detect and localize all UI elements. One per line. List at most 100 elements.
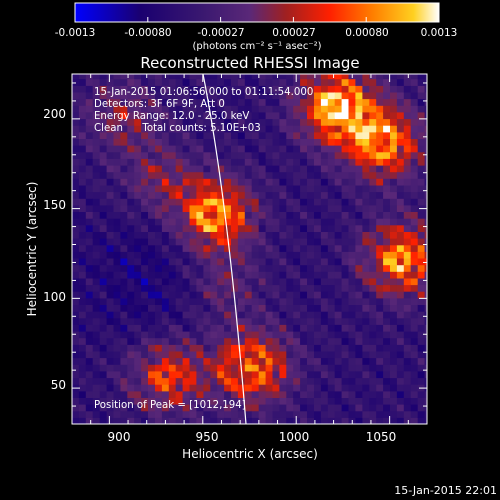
heatmap-cell	[265, 390, 274, 398]
heatmap-cell	[127, 390, 135, 398]
heatmap-cell	[286, 317, 294, 325]
heatmap-cell	[334, 111, 343, 120]
heatmap-cell	[78, 277, 87, 286]
heatmap-cell	[348, 184, 356, 193]
heatmap-cell	[85, 191, 94, 199]
heatmap-cell	[265, 165, 274, 173]
heatmap-cell	[210, 158, 218, 166]
heatmap-cell	[272, 284, 280, 292]
heatmap-cell	[334, 410, 343, 418]
heatmap-cell	[327, 264, 336, 272]
heatmap-cell	[85, 417, 94, 424]
heatmap-cell	[141, 264, 149, 272]
heatmap-cell	[403, 337, 412, 345]
heatmap-cell	[168, 370, 177, 379]
heatmap-cell	[355, 111, 363, 120]
heatmap-cell	[348, 390, 356, 398]
heatmap-cell	[134, 370, 142, 379]
heatmap-cell	[424, 297, 427, 305]
heatmap-cell	[293, 377, 301, 385]
heatmap-cell	[155, 211, 163, 219]
heatmap-cell	[369, 331, 377, 339]
heatmap-cell	[272, 184, 280, 193]
heatmap-cell	[120, 264, 128, 272]
heatmap-cell	[341, 151, 350, 159]
heatmap-cell	[134, 125, 142, 133]
heatmap-cell	[148, 384, 156, 392]
heatmap-cell	[327, 85, 336, 93]
heatmap-cell	[127, 417, 135, 424]
heatmap-cell	[410, 98, 419, 106]
heatmap-cell	[231, 111, 239, 120]
heatmap-cell	[224, 364, 232, 372]
heatmap-cell	[182, 74, 191, 80]
heatmap-cell	[286, 271, 294, 279]
heatmap-cell	[403, 317, 412, 325]
heatmap-cell	[293, 165, 301, 173]
heatmap-cell	[424, 324, 427, 332]
heatmap-cell	[341, 211, 350, 219]
heatmap-cell	[127, 238, 135, 246]
heatmap-cell	[286, 350, 294, 359]
heatmap-cell	[78, 118, 87, 126]
heatmap-cell	[127, 91, 135, 100]
heatmap-cell	[134, 111, 142, 120]
heatmap-cell	[78, 171, 87, 179]
heatmap-cell	[120, 244, 128, 252]
heatmap-cell	[78, 357, 87, 365]
heatmap-cell	[244, 417, 253, 424]
heatmap-cell	[99, 165, 108, 173]
heatmap-cell	[390, 98, 398, 106]
heatmap-cell	[410, 317, 419, 325]
heatmap-cell	[189, 78, 197, 86]
heatmap-cell	[334, 277, 343, 286]
heatmap-cell	[224, 284, 232, 292]
heatmap-cell	[134, 231, 142, 239]
heatmap-cell	[417, 350, 426, 359]
heatmap-cell	[99, 171, 108, 179]
heatmap-cell	[286, 118, 294, 126]
heatmap-cell	[424, 98, 427, 106]
heatmap-cell	[272, 377, 280, 385]
heatmap-cell	[210, 178, 218, 186]
heatmap-cell	[127, 284, 135, 292]
heatmap-cell	[293, 198, 301, 206]
heatmap-cell	[362, 111, 370, 120]
heatmap-cell	[320, 98, 329, 106]
heatmap-cell	[251, 198, 260, 206]
heatmap-cell	[244, 218, 253, 226]
heatmap-cell	[314, 204, 322, 212]
heatmap-cell	[210, 118, 218, 126]
heatmap-cell	[320, 297, 329, 305]
heatmap-cell	[258, 277, 267, 286]
heatmap-cell	[106, 218, 115, 226]
heatmap-cell	[327, 344, 336, 352]
heatmap-cell	[348, 324, 356, 332]
heatmap-cell	[410, 384, 419, 392]
heatmap-cell	[168, 291, 177, 299]
heatmap-cell	[237, 165, 246, 173]
heatmap-cell	[148, 74, 156, 80]
heatmap-cell	[376, 171, 384, 179]
heatmap-cell	[99, 231, 108, 239]
heatmap-cell	[341, 404, 350, 412]
heatmap-cell	[78, 191, 87, 199]
heatmap-cell	[362, 251, 370, 259]
heatmap-cell	[320, 364, 329, 372]
heatmap-cell	[327, 384, 336, 392]
heatmap-cell	[272, 404, 280, 412]
heatmap-cell	[327, 165, 336, 173]
annotation-block: 15-Jan-2015 01:06:56.000 to 01:11:54.000…	[94, 87, 313, 134]
heatmap-cell	[224, 111, 232, 120]
heatmap-cell	[148, 397, 156, 405]
heatmap-cell	[224, 224, 232, 232]
heatmap-cell	[293, 304, 301, 312]
heatmap-cell	[300, 138, 308, 146]
heatmap-cell	[390, 238, 398, 246]
heatmap-cell	[314, 138, 322, 146]
heatmap-cell	[265, 91, 274, 100]
heatmap-cell	[286, 85, 294, 93]
heatmap-cell	[120, 98, 128, 106]
heatmap-cell	[141, 98, 149, 106]
